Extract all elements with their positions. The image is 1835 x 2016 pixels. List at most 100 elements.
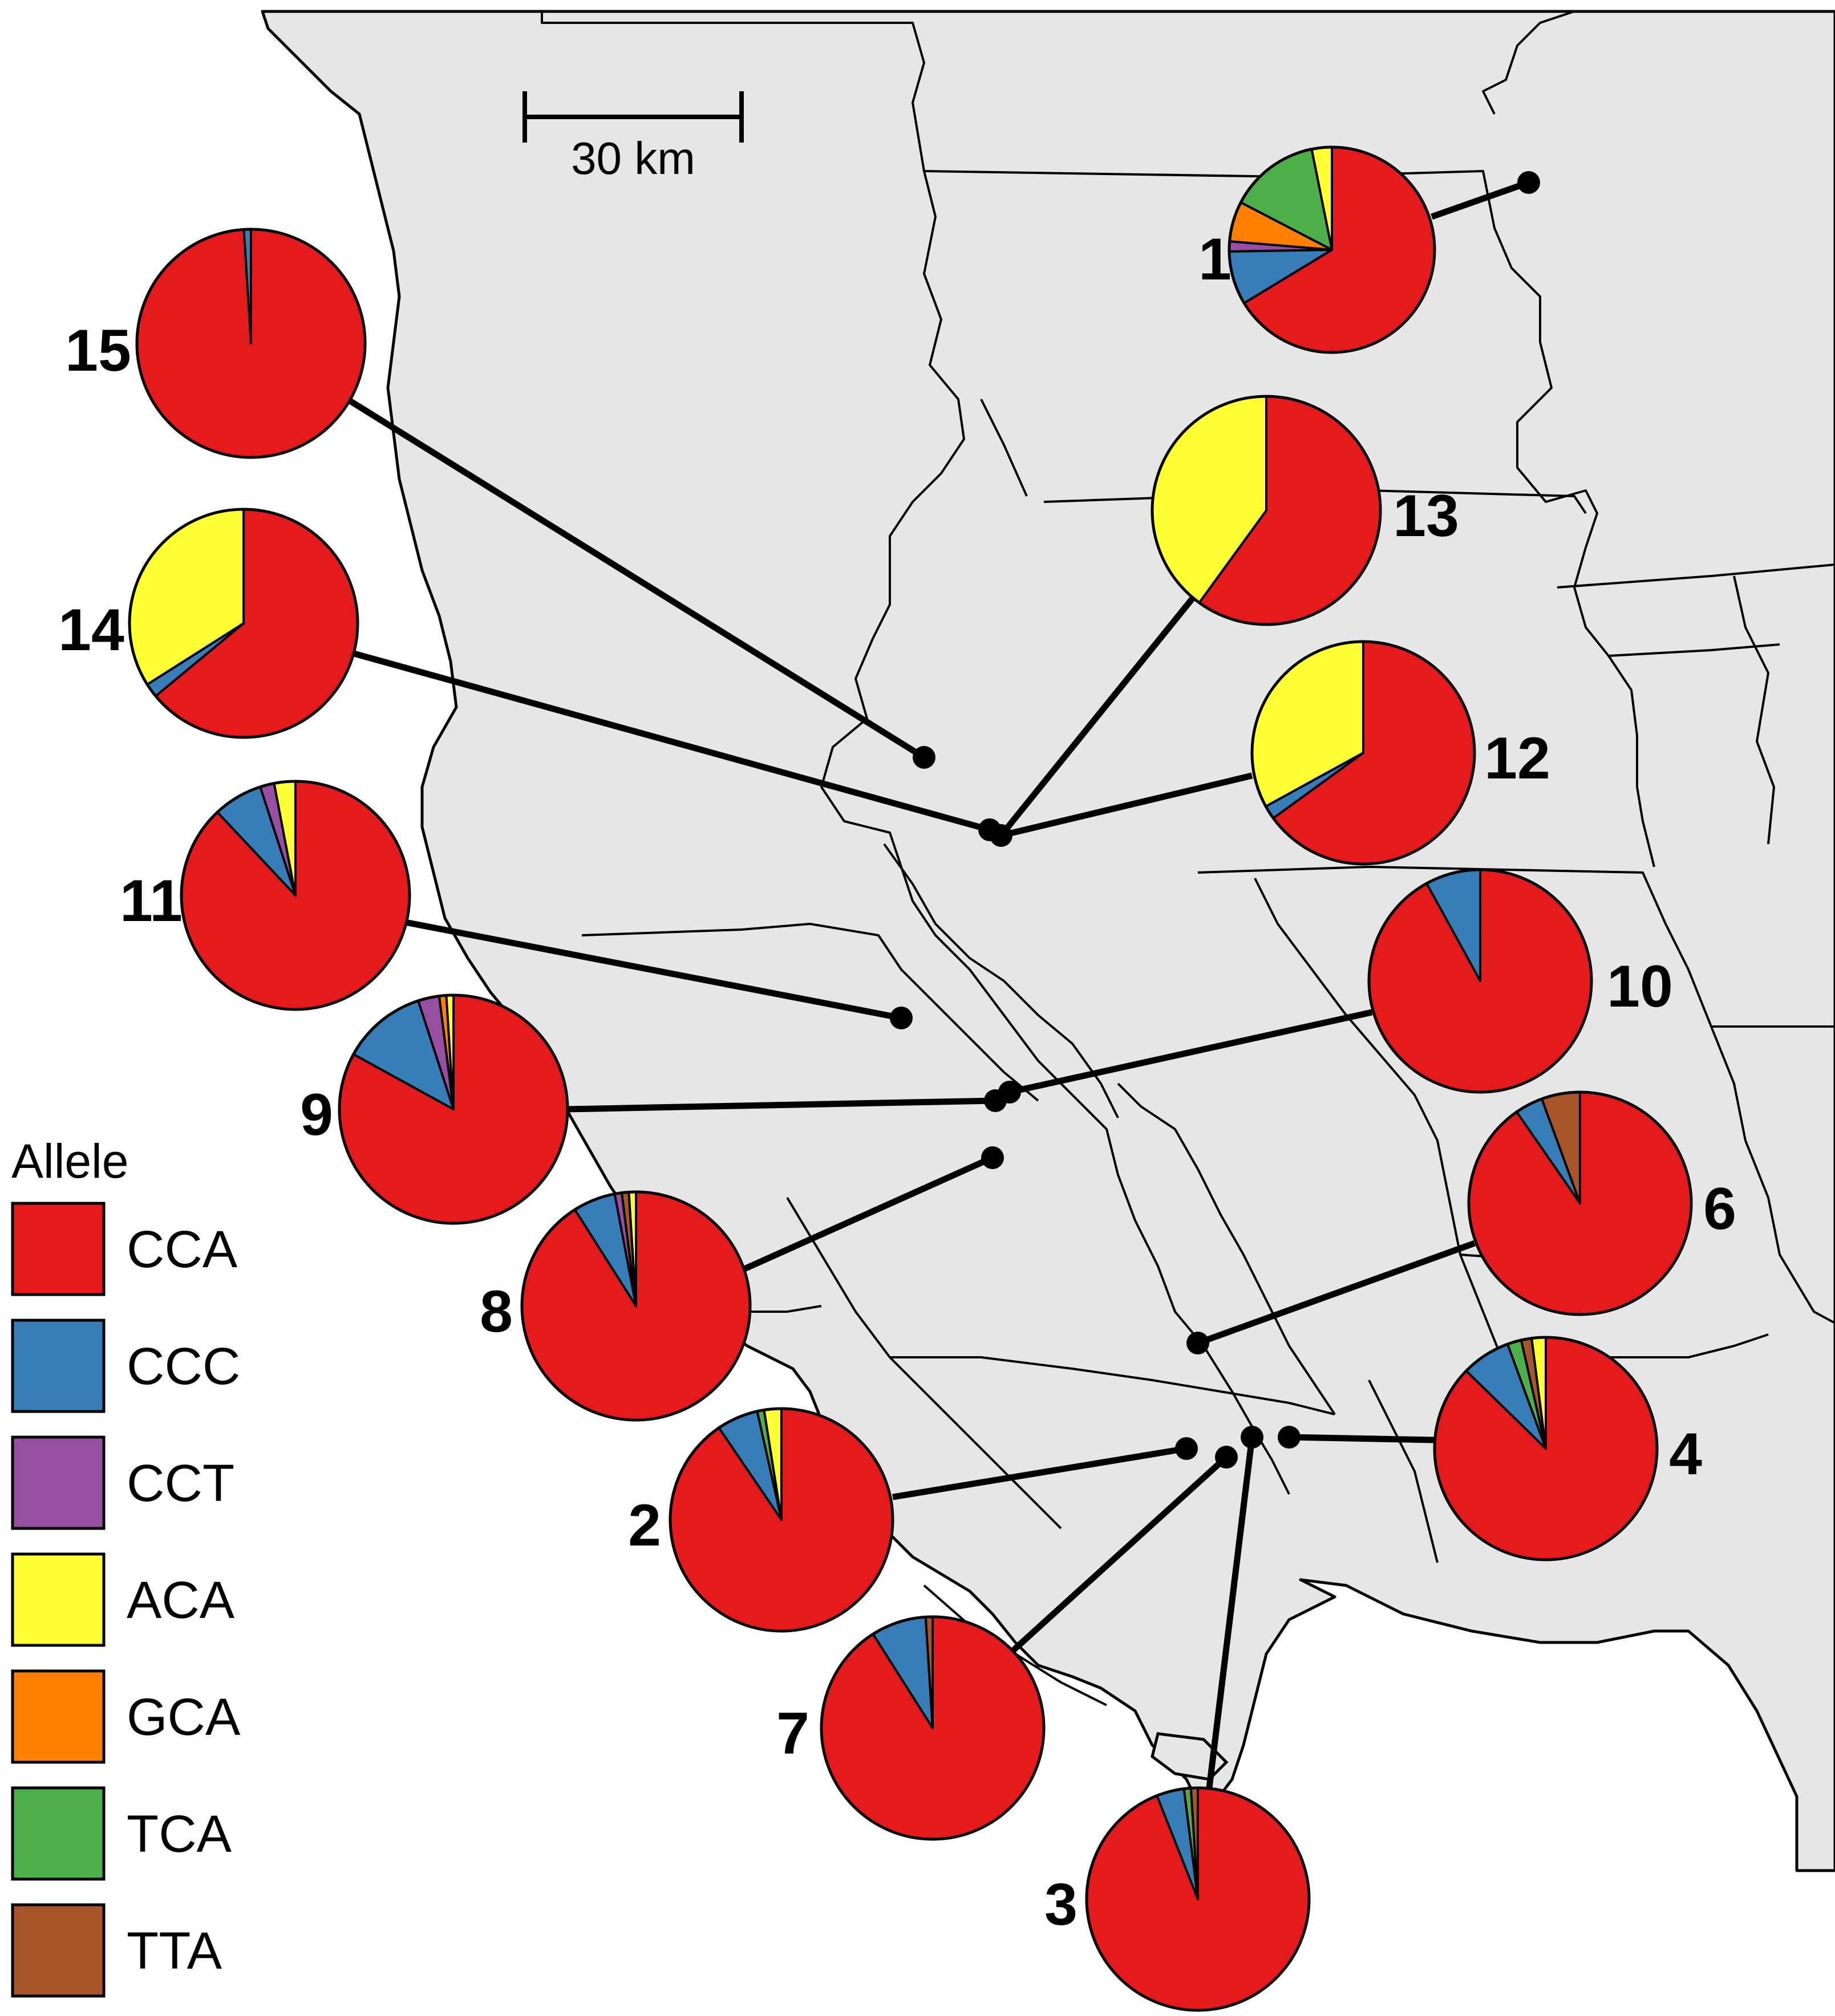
- scale-bar-label: 30 km: [571, 133, 695, 184]
- border-line: [786, 1196, 1062, 1530]
- site-label-4: 4: [1669, 1421, 1702, 1487]
- pie-outline: [669, 1407, 894, 1633]
- site-dot-11: [890, 1007, 913, 1029]
- legend-swatch-gca: [11, 1669, 106, 1764]
- legend-swatch-cca: [11, 1202, 106, 1296]
- legend-label-cca: CCA: [127, 1220, 238, 1279]
- pie-outline: [520, 1190, 752, 1422]
- site-dot-3: [1241, 1426, 1263, 1449]
- site-dot-1: [1517, 171, 1540, 194]
- site-dot-12-1: [990, 824, 1012, 847]
- border-line: [1733, 575, 1775, 845]
- pie-outline: [1085, 1786, 1311, 2012]
- pie-site-14: 14: [58, 508, 359, 739]
- pie-outline: [128, 508, 359, 739]
- leader-line-site-2: [892, 1445, 1187, 1500]
- site-label-3: 3: [1044, 1872, 1077, 1938]
- pie-site-12: 12: [1250, 640, 1550, 866]
- site-dot-15: [913, 746, 935, 769]
- pie-outline: [1367, 868, 1593, 1094]
- pie-site-4: 4: [1433, 1336, 1702, 1561]
- border-line: [883, 843, 1119, 1118]
- site-dot-4: [1278, 1426, 1301, 1449]
- pie-outline: [820, 1615, 1046, 1841]
- pie-site-11: 11: [120, 780, 411, 1011]
- border-line: [1254, 878, 1507, 1369]
- leader-line-site-4: [1289, 1434, 1435, 1443]
- pie-site-2: 2: [628, 1407, 894, 1633]
- pie-outline: [1228, 145, 1436, 354]
- scale-bar: 30 km: [522, 91, 744, 184]
- site-label-8: 8: [480, 1279, 513, 1345]
- pie-outline: [1151, 395, 1382, 626]
- border-line: [1482, 10, 1575, 115]
- leader-line-site-8: [743, 1154, 994, 1272]
- pie-site-15: 15: [65, 228, 367, 459]
- legend-swatch-tta: [11, 1903, 106, 1998]
- site-dot-7: [1215, 1446, 1238, 1469]
- pie-outline: [135, 228, 367, 459]
- border-line: [1744, 1140, 1835, 1324]
- border-line: [581, 923, 1039, 1102]
- leader-line-site-15: [347, 397, 926, 760]
- site-label-1: 1: [1198, 226, 1232, 293]
- site-label-6: 6: [1703, 1176, 1736, 1242]
- admin-borders: [541, 10, 1835, 1706]
- pie-site-3: 3: [1044, 1786, 1311, 2012]
- border-line: [1197, 866, 1747, 1141]
- leader-line-site-6: [1197, 1240, 1476, 1346]
- legend-swatch-aca: [11, 1552, 106, 1647]
- site-label-9: 9: [300, 1082, 333, 1148]
- leader-line-site-7: [1010, 1454, 1229, 1654]
- site-label-14: 14: [58, 597, 124, 663]
- leader-line-site-13: [998, 597, 1195, 838]
- site-label-12: 12: [1484, 725, 1550, 792]
- pie-site-1: 1: [1198, 145, 1436, 354]
- leader-line-site-14: [351, 650, 991, 833]
- site-label-13: 13: [1393, 483, 1459, 549]
- site-dot-2: [1175, 1437, 1198, 1460]
- legend-label-cct: CCT: [127, 1454, 234, 1512]
- legend-title: Allele: [11, 1134, 128, 1188]
- pie-site-6: 6: [1467, 1090, 1736, 1316]
- site-label-7: 7: [776, 1701, 809, 1767]
- pie-outline: [180, 780, 411, 1011]
- leader-line-site-12: [1000, 772, 1253, 839]
- site-label-11: 11: [120, 868, 183, 934]
- site-label-2: 2: [628, 1492, 661, 1559]
- pie-site-8: 8: [480, 1190, 752, 1422]
- legend-label-aca: ACA: [127, 1571, 235, 1629]
- pie-site-9: 9: [300, 993, 569, 1225]
- site-label-15: 15: [65, 318, 131, 384]
- pie-outline: [1433, 1336, 1659, 1561]
- legend: Allele CCA CCC CCT ACA GCA TCA TTA: [11, 1134, 241, 1998]
- leader-line-site-11: [404, 919, 902, 1021]
- border-line: [890, 1356, 1335, 1415]
- legend-swatch-cct: [11, 1435, 106, 1530]
- leader-line-site-1: [1431, 179, 1530, 220]
- legend-swatch-ccc: [11, 1319, 106, 1413]
- leader-line-site-3: [1206, 1437, 1255, 1788]
- leader-line-site-10: [1008, 1009, 1373, 1096]
- border-line: [1117, 1082, 1336, 1415]
- leader-lines: [347, 171, 1540, 1788]
- site-dot-8: [981, 1146, 1004, 1169]
- legend-label-ccc: CCC: [127, 1337, 240, 1396]
- pie-site-13: 13: [1151, 395, 1459, 626]
- site-dot-9-1: [998, 1081, 1021, 1104]
- site-dot-6: [1186, 1332, 1209, 1354]
- leader-line-site-9: [567, 1097, 996, 1113]
- border-line: [980, 399, 1028, 497]
- pie-outline: [1250, 640, 1476, 866]
- site-label-10: 10: [1607, 954, 1673, 1020]
- legend-label-tta: TTA: [127, 1922, 222, 1980]
- legend-swatch-tca: [11, 1786, 106, 1881]
- border-line: [1608, 643, 1780, 657]
- border-line: [1557, 563, 1835, 589]
- border-line: [541, 11, 1290, 1495]
- pie-outline: [1467, 1090, 1693, 1316]
- legend-label-tca: TCA: [127, 1805, 232, 1863]
- pie-outline: [338, 993, 569, 1225]
